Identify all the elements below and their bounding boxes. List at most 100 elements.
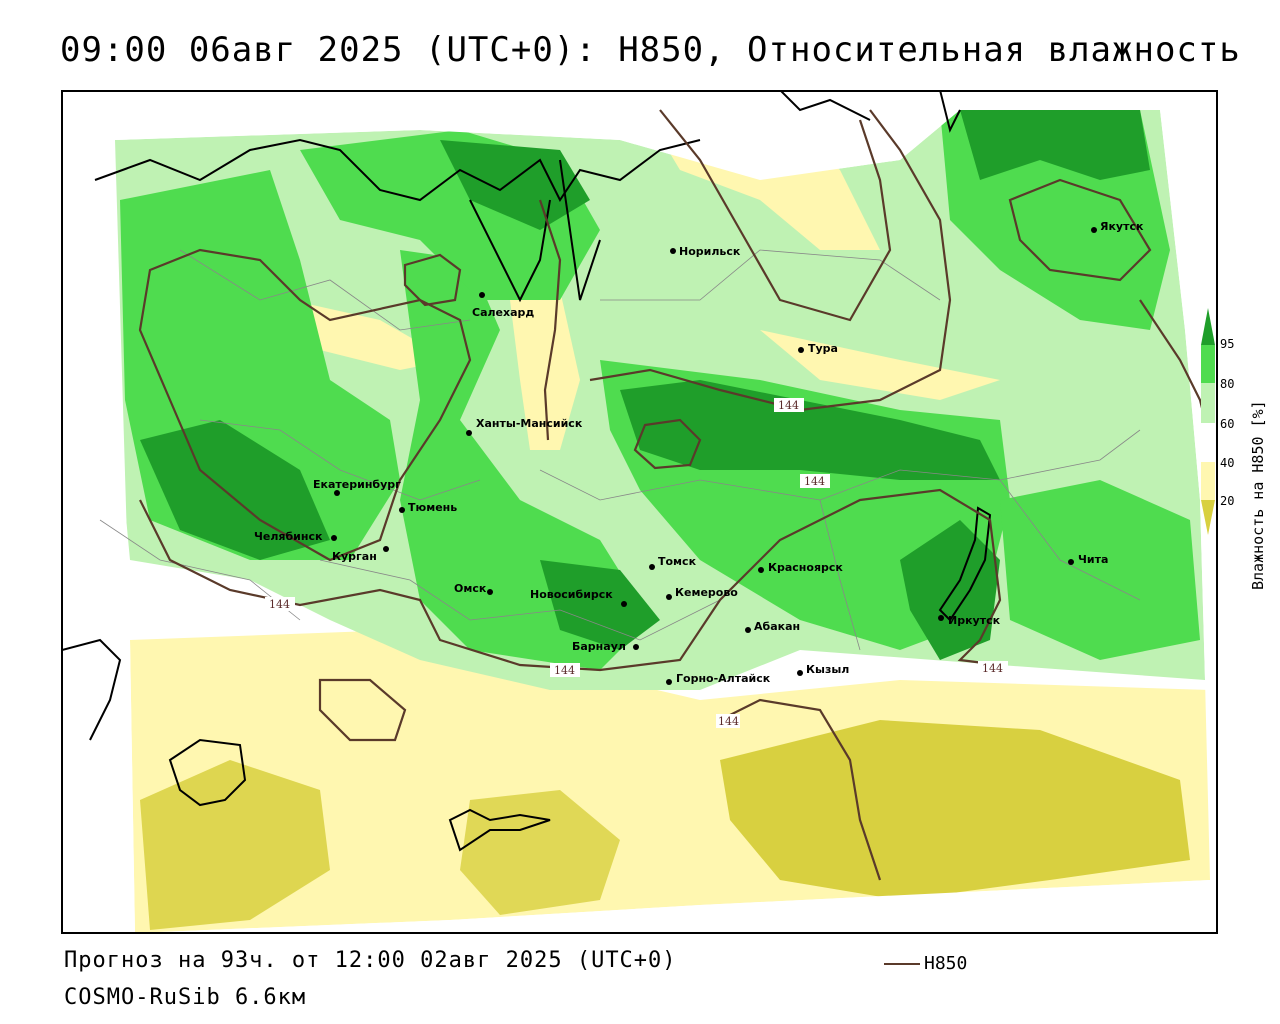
- city-label: Екатеринбург: [313, 478, 401, 491]
- legend-line-swatch: [884, 963, 920, 965]
- city-marker: [466, 430, 472, 436]
- city-label: Тура: [808, 342, 838, 355]
- city-label: Томск: [658, 555, 697, 568]
- city-marker: [633, 644, 639, 650]
- humid-area-ob: [400, 250, 650, 670]
- city-label: Салехард: [472, 306, 534, 319]
- contour-label: 144: [718, 715, 739, 728]
- saturated-area-baikal: [900, 520, 1000, 660]
- city-label: Иркутск: [948, 614, 1001, 627]
- very-dry-patch-east: [720, 720, 1190, 900]
- humid-area-east: [1000, 480, 1200, 660]
- contour-west: [138, 248, 472, 562]
- city-marker: [1091, 227, 1097, 233]
- city-marker: [938, 615, 944, 621]
- contour-label: 144: [269, 598, 290, 611]
- saturated-area-north: [440, 140, 590, 230]
- map-frame: [61, 90, 1218, 934]
- saturated-area-yakutia: [960, 110, 1150, 180]
- colorbar-tick: 95: [1220, 337, 1235, 351]
- contour-south-west: [139, 488, 1002, 672]
- city-marker: [399, 507, 405, 513]
- city-marker: [745, 627, 751, 633]
- colorbar-tick: 80: [1220, 377, 1235, 391]
- colorbar-cap-top: [1201, 308, 1215, 345]
- city-marker: [487, 589, 493, 595]
- no-data-north: [62, 91, 1217, 180]
- contour-yakutia: [1008, 178, 1152, 282]
- city-label: Кемерово: [675, 586, 738, 599]
- city-label: Новосибирск: [530, 588, 613, 601]
- city-label: Кызыл: [806, 663, 849, 676]
- contour-south: [318, 678, 407, 742]
- city-marker: [621, 601, 627, 607]
- colorbar-tick: 40: [1220, 456, 1235, 470]
- city-marker: [383, 546, 389, 552]
- contour-salekhard: [403, 253, 462, 307]
- legend-label: H850: [924, 953, 968, 974]
- saturated-area-west: [140, 420, 330, 560]
- city-label: Тюмень: [408, 501, 457, 514]
- region-borders: [99, 249, 1141, 651]
- colorbar: [1201, 308, 1215, 535]
- contour-label: 144: [804, 475, 825, 488]
- cities: Норильск Якутск Салехард Тура Ханты-Манс…: [254, 220, 1144, 685]
- no-data-southeast: [135, 880, 1217, 933]
- saturated-area-yenisei: [620, 380, 1000, 480]
- h850-contours: [138, 109, 1212, 881]
- contour-southeast: [719, 698, 882, 881]
- contour-yenisei: [589, 109, 952, 412]
- city-label: Красноярск: [768, 561, 843, 574]
- city-marker: [798, 347, 804, 353]
- city-label: Ханты-Мансийск: [476, 417, 583, 430]
- contour-label: 144: [554, 664, 575, 677]
- very-dry-patch-west: [140, 760, 330, 930]
- city-label: Чита: [1078, 553, 1108, 566]
- forecast-info: Прогноз на 93ч. от 12:00 02авг 2025 (UTC…: [64, 948, 677, 973]
- humidity-field: 144 144 144 144 144 144 Норильск Якутск …: [62, 91, 1217, 933]
- colorbar-tick: 20: [1220, 494, 1235, 508]
- contour-north: [659, 109, 892, 322]
- city-label: Курган: [332, 550, 377, 563]
- colorbar-tick: 60: [1220, 417, 1235, 431]
- colorbar-segment: [1201, 423, 1215, 462]
- city-label: Горно-Алтайск: [676, 672, 771, 685]
- coastline: [62, 91, 992, 852]
- dry-streak-taimyr: [760, 330, 1000, 400]
- city-marker: [666, 679, 672, 685]
- city-marker: [670, 248, 676, 254]
- contour-labels: 144 144 144 144 144 144: [265, 398, 1008, 728]
- contour-label: 144: [778, 399, 799, 412]
- colorbar-title: Влажность на H850 [%]: [1249, 400, 1267, 590]
- city-marker: [797, 670, 803, 676]
- city-marker: [758, 567, 764, 573]
- city-label: Абакан: [754, 620, 800, 633]
- no-data-east: [1160, 91, 1217, 933]
- city-label: Якутск: [1100, 220, 1144, 233]
- city-label: Челябинск: [254, 530, 323, 543]
- colorbar-cap-bottom: [1201, 500, 1215, 535]
- dry-streak-west: [290, 300, 450, 370]
- very-dry-patch-center: [460, 790, 620, 915]
- colorbar-segment: [1201, 462, 1215, 500]
- map-title: 09:00 06авг 2025 (UTC+0): H850, Относите…: [60, 30, 1241, 70]
- city-marker: [649, 564, 655, 570]
- no-data-west: [62, 91, 135, 933]
- contour-low: [633, 418, 702, 470]
- city-marker: [666, 594, 672, 600]
- contour-yamal: [538, 199, 562, 441]
- colorbar-segment: [1201, 345, 1215, 383]
- city-label: Барнаул: [572, 640, 626, 653]
- colorbar-segment: [1201, 383, 1215, 423]
- city-marker: [331, 535, 337, 541]
- saturated-area-barnaul: [540, 560, 660, 650]
- dry-streak-yamal: [510, 290, 580, 450]
- city-marker: [1068, 559, 1074, 565]
- model-name: COSMO-RuSib 6.6км: [64, 985, 307, 1010]
- city-marker: [479, 292, 485, 298]
- city-marker: [334, 490, 340, 496]
- contour-label: 144: [982, 662, 1003, 675]
- city-label: Омск: [454, 582, 487, 595]
- city-label: Норильск: [679, 245, 741, 258]
